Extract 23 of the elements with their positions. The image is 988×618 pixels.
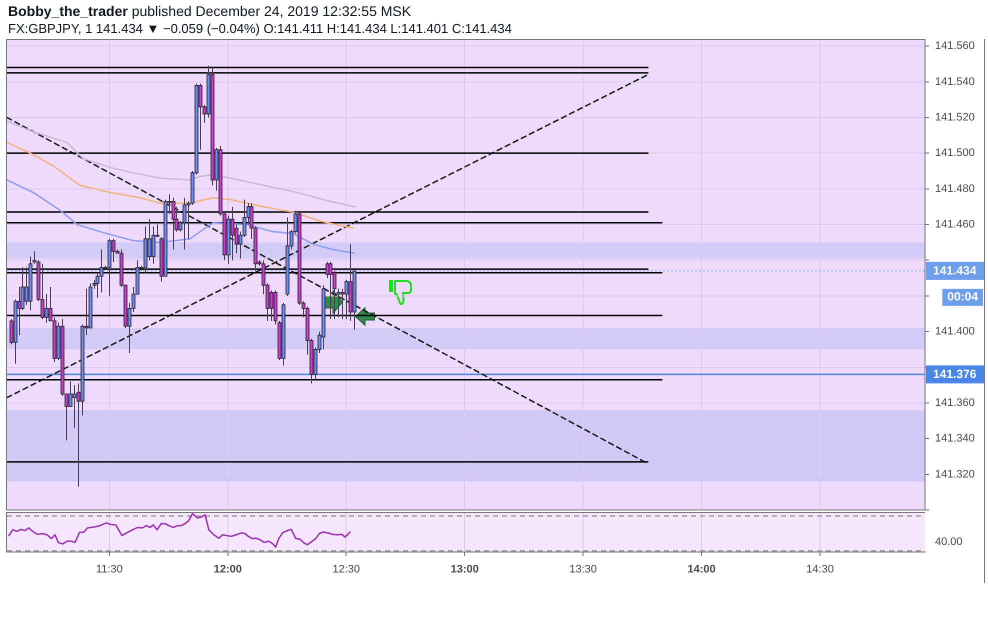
text: 40.00 <box>935 536 963 548</box>
chart-subtitle: FX:GBPJPY, 1 141.434 ▼ −0.059 (−0.04%) O:141.411 H:141.434 L:141.401 C:141.434 <box>8 21 512 36</box>
y-tick-label: 141.500 <box>935 147 975 160</box>
y-tick-label: 141.400 <box>935 326 975 338</box>
x-tick-label: 13:00 <box>450 564 479 576</box>
y-tick-label: 141.480 <box>935 182 975 195</box>
ref-line-label: 141.434 <box>933 264 977 278</box>
chart-title: Bobby_the_trader published December 24, 2019 12:32:55 MSK <box>8 3 412 19</box>
x-tick-label: 14:30 <box>806 564 834 576</box>
y-tick-label: 141.540 <box>935 76 975 88</box>
x-tick-label: 12:00 <box>214 564 242 576</box>
y-tick-label: 141.560 <box>935 40 975 52</box>
x-tick-label: 12:30 <box>332 564 360 576</box>
y-tick-label: 141.320 <box>935 468 975 480</box>
y-tick-label: 141.460 <box>935 218 975 231</box>
x-tick-label: 11:30 <box>96 564 123 576</box>
text: 00:04 <box>947 290 978 304</box>
y-tick-label: 141.520 <box>935 112 975 124</box>
y-tick-label: 141.340 <box>935 432 975 445</box>
x-tick-label: 13:30 <box>569 564 597 576</box>
ref-line-label: 141.376 <box>933 367 977 382</box>
y-tick-label: 141.360 <box>935 396 975 409</box>
x-tick-label: 14:00 <box>688 564 716 576</box>
